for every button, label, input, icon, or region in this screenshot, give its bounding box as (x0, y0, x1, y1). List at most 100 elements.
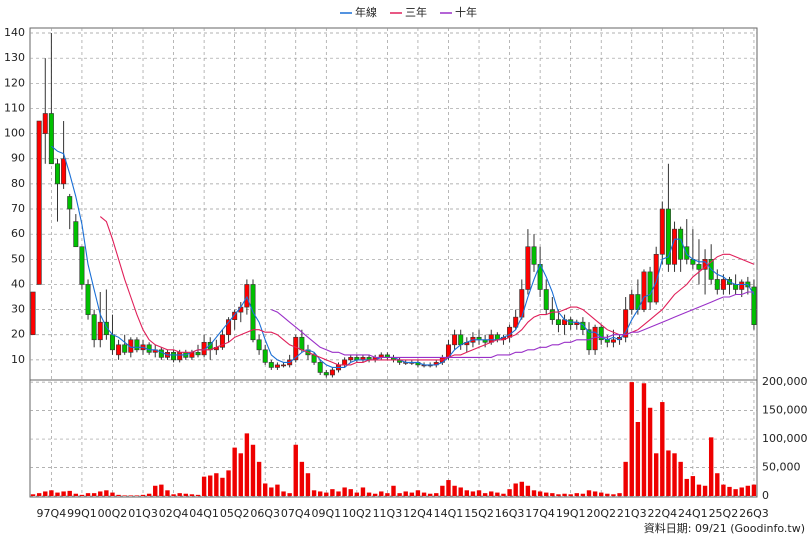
volume-bar (263, 483, 268, 496)
volume-bar (324, 492, 329, 496)
candle-body (262, 349, 268, 363)
x-tick-label: 97Q4 (37, 507, 67, 520)
volume-bar (348, 489, 353, 496)
volume-bar (110, 492, 115, 496)
volume-bar (458, 487, 463, 496)
volume-bar (660, 402, 665, 496)
volume-bar (653, 453, 659, 496)
volume-bar (531, 490, 537, 496)
volume-bar (330, 489, 335, 496)
x-tick-label: 17Q4 (525, 507, 555, 520)
y-tick-label: 60 (11, 227, 25, 240)
y2-tick-label: 0 (762, 489, 769, 502)
volume-bar (250, 444, 256, 496)
x-tick-label: 99Q1 (67, 507, 97, 520)
x-tick-label: 19Q1 (556, 507, 586, 520)
volume-bar (476, 490, 482, 496)
volume-bar (556, 494, 561, 496)
y-tick-label: 70 (11, 202, 25, 215)
candle-body (641, 271, 647, 310)
x-tick-label: 07Q4 (281, 507, 311, 520)
candle-body (555, 319, 561, 325)
volume-bar (733, 489, 738, 496)
volume-bar (385, 493, 390, 496)
candle-body (348, 357, 354, 361)
volume-bar (91, 493, 97, 496)
volume-bar (189, 494, 195, 496)
volume-bar (482, 493, 488, 496)
candle-body (751, 286, 757, 325)
volume-bar (317, 491, 323, 496)
volume-bar (153, 485, 158, 496)
candle-body (317, 362, 323, 373)
volume-bar (354, 492, 360, 496)
x-tick-label: 04Q1 (189, 507, 219, 520)
volume-bar (177, 493, 182, 496)
volume-bar (134, 495, 140, 496)
volume-bar (409, 492, 415, 496)
candle-body (122, 344, 128, 353)
volume-bar (79, 494, 85, 496)
y-tick-label: 20 (11, 328, 25, 341)
candle-body (244, 284, 250, 308)
candle-body (342, 359, 348, 366)
volume-bar (702, 485, 708, 496)
y-tick-label: 110 (4, 101, 25, 114)
y-tick-label: 30 (11, 303, 25, 316)
candle-body (42, 113, 48, 134)
volume-bar (220, 477, 225, 496)
candle-body (458, 334, 464, 346)
legend-label: 十年 (455, 5, 477, 19)
x-tick-label: 16Q3 (495, 507, 525, 520)
volume-bar (73, 493, 79, 496)
volume-bar (537, 491, 543, 496)
plot-frame (29, 27, 758, 498)
volume-bar (513, 483, 518, 496)
x-tick-label: 10Q2 (342, 507, 372, 520)
x-tick-label: 24Q1 (678, 507, 708, 520)
volume-bar (43, 491, 48, 496)
y-tick-label: 140 (4, 26, 25, 39)
volume-bar (562, 493, 567, 496)
x-tick-label: 01Q3 (128, 507, 158, 520)
volume-bar (574, 493, 579, 496)
volume-bar (305, 473, 311, 496)
y2-tick-label: 150,000 (762, 404, 808, 417)
candle-body (177, 352, 183, 361)
candle-body (103, 321, 109, 336)
volume-bar (195, 494, 201, 496)
candle-body (146, 344, 152, 353)
volume-bar (501, 493, 506, 496)
candle-body (647, 271, 653, 303)
y2-tick-label: 50,000 (762, 461, 801, 474)
volume-bar (696, 484, 702, 496)
candle-body (610, 339, 616, 343)
volume-bar (470, 491, 476, 496)
candle-body (281, 364, 287, 367)
candle-body (134, 339, 140, 351)
candle-body (61, 158, 67, 185)
volume-bar (244, 433, 250, 496)
candle-body (531, 246, 537, 265)
volume-bar (85, 493, 91, 496)
volume-bar (684, 478, 689, 496)
volume-bar (446, 480, 451, 496)
volume-bar (623, 461, 628, 496)
x-tick-label: 21Q3 (617, 507, 647, 520)
candle-body (36, 120, 42, 285)
candle-body (171, 352, 177, 361)
volume-bar (336, 491, 341, 496)
volume-bar (55, 492, 60, 496)
candle-body (549, 309, 555, 320)
candle-body (158, 349, 164, 358)
volume-bar (421, 492, 427, 496)
candle-body (653, 253, 659, 303)
candle-body (97, 321, 103, 341)
y-tick-label: 10 (11, 353, 25, 366)
x-tick-label: 02Q4 (159, 507, 189, 520)
volume-bar (104, 490, 109, 496)
volume-bar (366, 492, 372, 496)
volume-bar (690, 476, 696, 496)
volume-bar (49, 490, 54, 496)
x-tick-label: 26Q3 (739, 507, 769, 520)
